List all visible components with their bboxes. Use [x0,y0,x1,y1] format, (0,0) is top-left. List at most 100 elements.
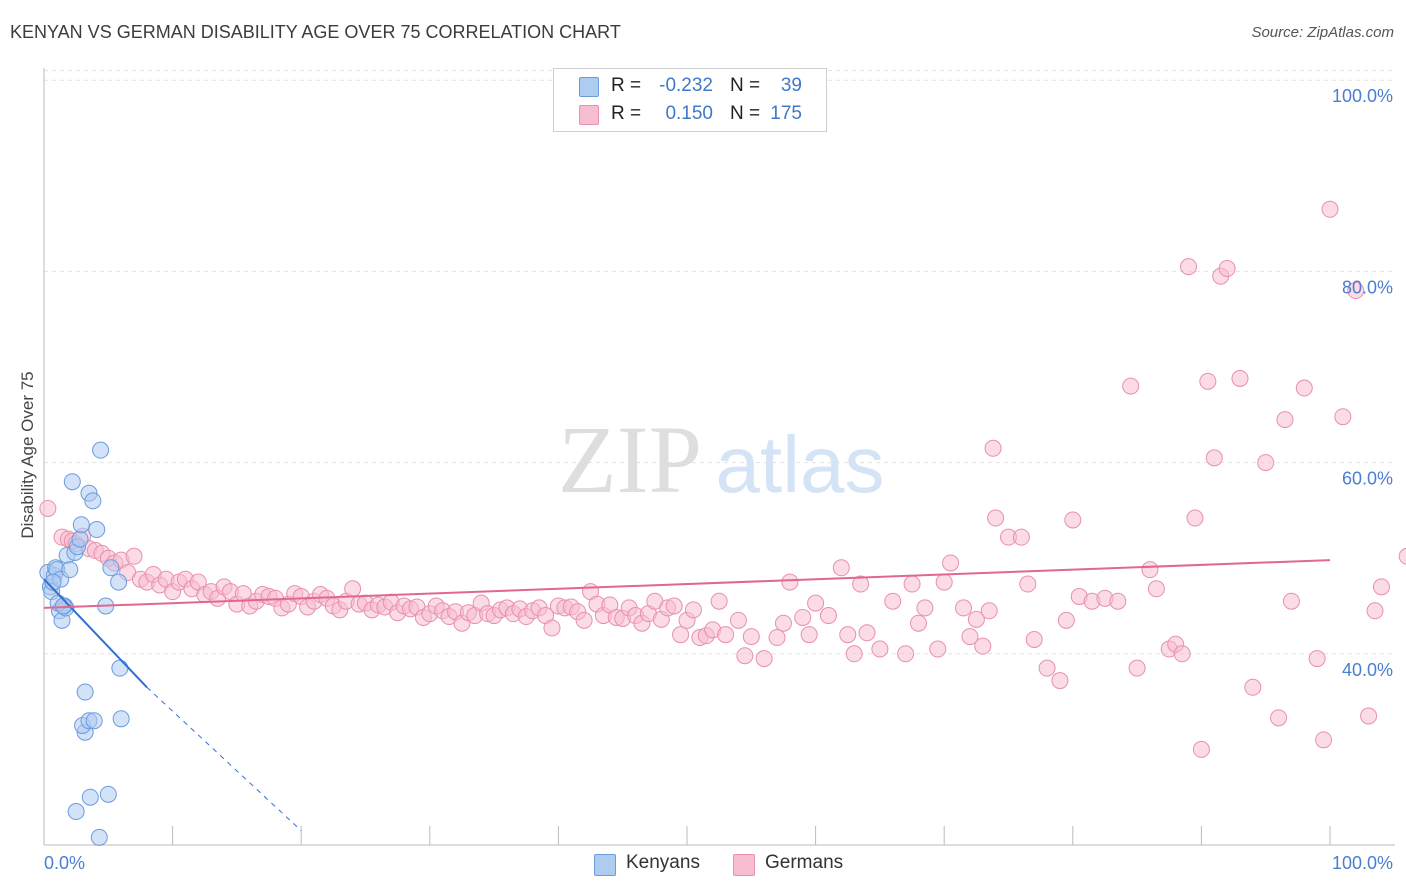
kenyans-point [111,659,129,677]
germans-point [717,626,735,644]
germans-point [954,599,972,617]
axes [43,68,1395,846]
germans-point [961,628,979,646]
germans-point [871,640,889,658]
kenyans-point [92,441,110,459]
germans-point [1057,611,1075,629]
germans-point [1282,592,1300,610]
germans-point [1147,580,1165,598]
kenyans-point [76,683,94,701]
germans-point [942,554,960,572]
germans-point [819,607,837,625]
legend-r-value: 0.150 [665,103,713,124]
y-tick-label: 100.0% [1332,86,1393,106]
watermark: ZIP atlas [558,406,884,513]
germans-point [768,629,786,647]
germans-point [672,626,690,644]
germans-point [903,575,921,593]
germans-point [1218,260,1236,278]
germans-point [1173,645,1191,663]
kenyans-point [63,473,81,491]
germans-point [984,439,1002,457]
kenyans-point [99,785,117,803]
germans-point [794,608,812,626]
germans-point [774,614,792,632]
germans-point [39,499,57,517]
germans-point [1366,602,1384,620]
germans-point [1109,592,1127,610]
germans-point [781,573,799,591]
legend-r-label: R = [611,75,642,96]
correlation-legend: R = -0.232 N = 39 R = 0.150 N = 175 [553,68,827,132]
germans-point [832,559,850,577]
germans-point [1308,650,1326,668]
germans-point [1192,740,1210,758]
germans-point [684,601,702,619]
kenyans-point [85,712,103,730]
germans-point [1276,411,1294,429]
chart-title: KENYAN VS GERMAN DISABILITY AGE OVER 75 … [10,22,621,42]
bottom-legend-swatch-kenyans [594,854,616,876]
germans-point [929,640,947,658]
germans-point [665,597,683,615]
legend-swatch-germans [579,105,599,125]
kenyans-point [102,559,120,577]
germans-point [729,611,747,629]
legend-r-label: R = [611,103,642,124]
tick-labels: 40.0% 60.0% 80.0% 100.0% 0.0% 100.0% [44,86,1393,873]
germans-point [807,594,825,612]
germans-point [1186,509,1204,527]
kenyans-point [112,710,130,728]
gridlines [44,70,1395,655]
germans-point [1205,449,1223,467]
germans-point [1360,707,1378,725]
germans-point [1122,377,1140,395]
germans-point [1244,678,1262,696]
kenyans-point [72,516,90,534]
germans-point [1321,200,1339,218]
legend-row-kenyans: R = -0.232 N = 39 [554,72,826,100]
germans-point [916,599,934,617]
germans-point [909,614,927,632]
legend-swatch-kenyans [579,77,599,97]
germans-point [1141,561,1159,579]
kenyans-point [84,492,102,510]
germans-point [1295,379,1313,397]
germans-point [1315,731,1333,749]
watermark-zip: ZIP [558,406,702,513]
kenyans-point [110,573,128,591]
germans-point [1372,578,1390,596]
kenyans-point [67,803,85,821]
germans-series [39,200,1406,758]
germans-point [967,610,985,628]
germans-point [543,619,561,637]
x-tick-label-min: 0.0% [44,853,85,873]
watermark-atlas: atlas [716,420,885,509]
germans-point [710,592,728,610]
y-tick-label: 80.0% [1342,277,1393,297]
germans-point [1019,575,1037,593]
y-tick-label: 40.0% [1342,660,1393,680]
germans-point [736,647,754,665]
germans-point [845,645,863,663]
kenyans-point [81,788,99,806]
x-tick-label-max: 100.0% [1332,853,1393,873]
bottom-legend-label-germans: Germans [765,852,844,873]
germans-point [742,628,760,646]
germans-point [980,602,998,620]
germans-point [884,592,902,610]
germans-point [575,611,593,629]
germans-point [1347,282,1365,300]
germans-point [852,575,870,593]
legend-n-value: 39 [780,75,802,96]
germans-point [1257,454,1275,472]
germans-point [987,509,1005,527]
kenyans-trend-line [43,578,148,688]
kenyans-point [90,828,108,846]
germans-point [858,624,876,642]
legend-n-value: 175 [770,103,802,124]
germans-point [755,650,773,668]
bottom-legend-swatch-germans [733,854,755,876]
germans-point [974,637,992,655]
germans-point [1180,258,1198,276]
